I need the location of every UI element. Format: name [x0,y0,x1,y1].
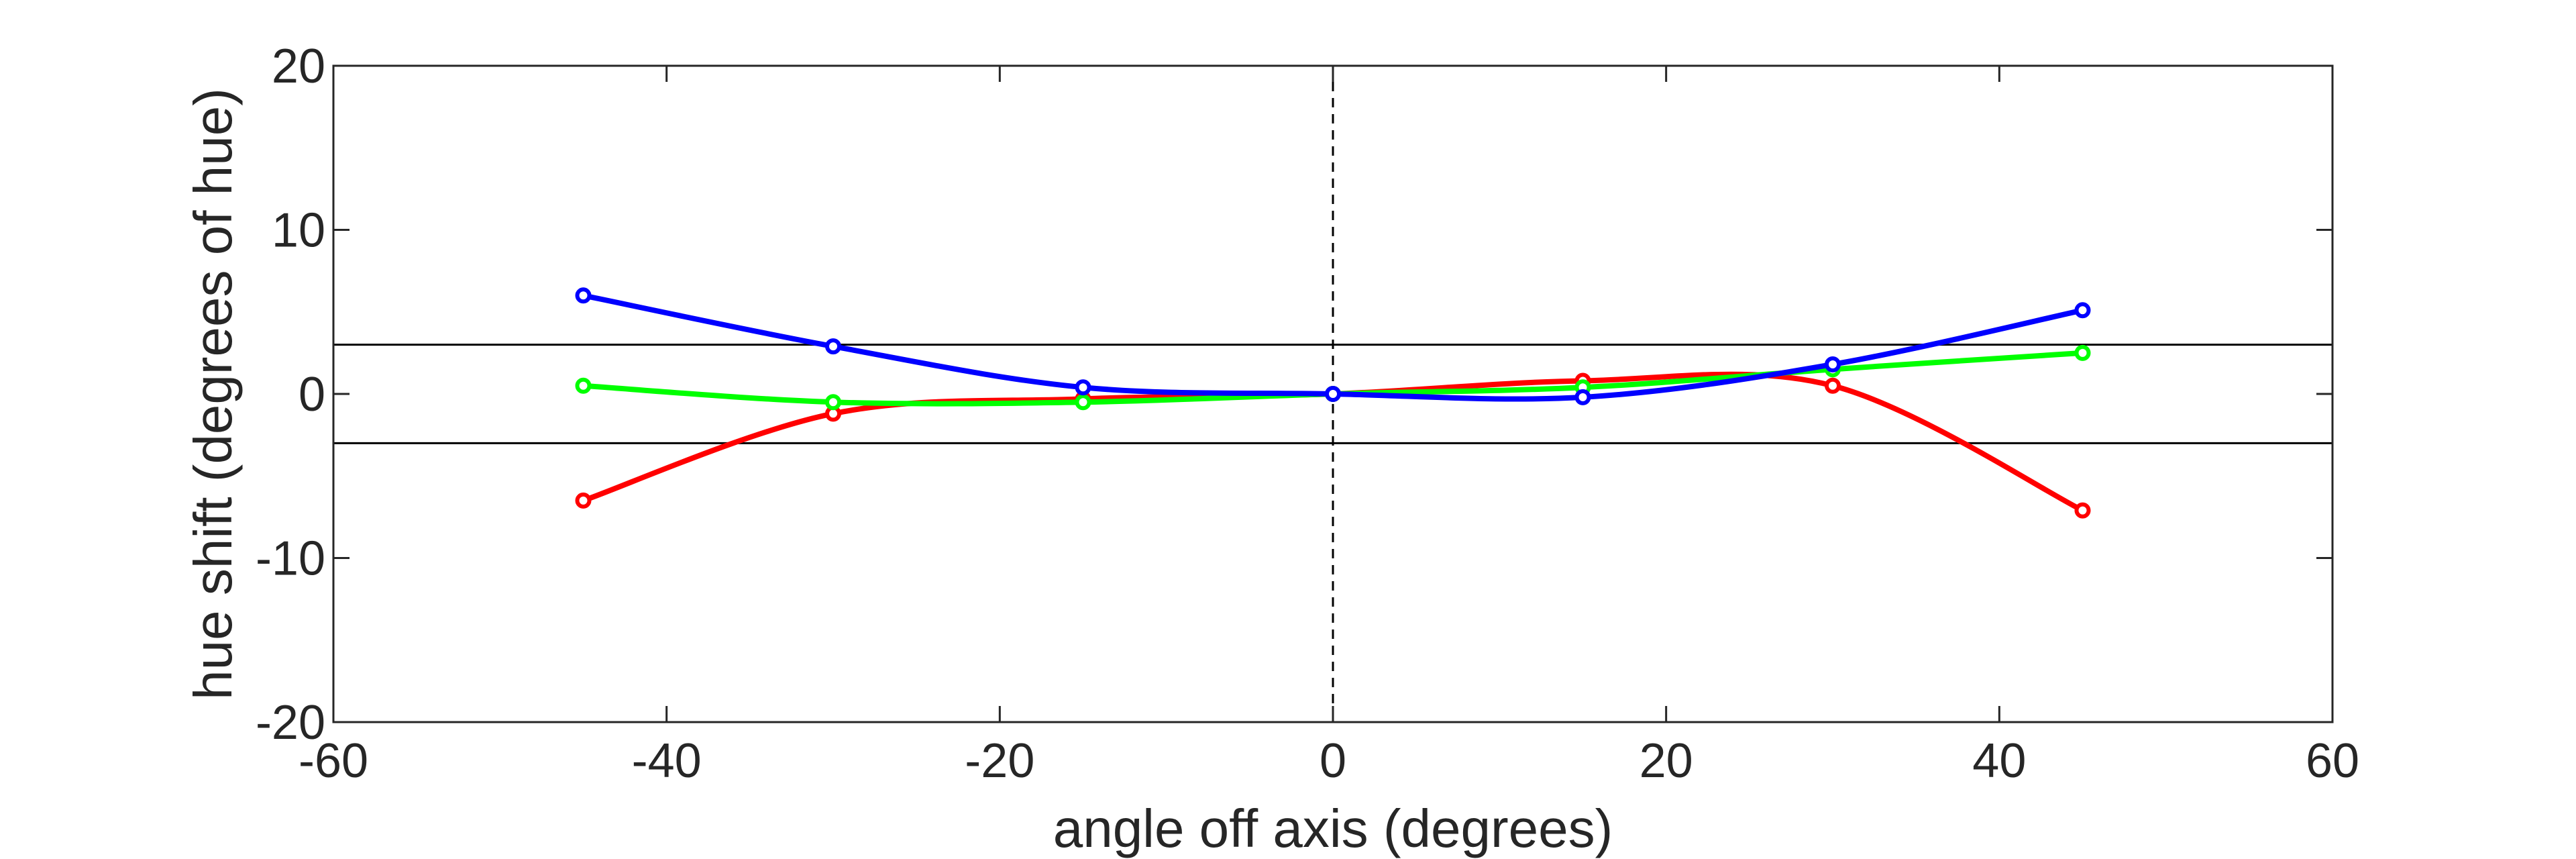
data-point [575,377,592,394]
data-point [575,492,592,509]
data-point [1825,356,1841,372]
data-point [825,338,841,355]
y-tick-label: 20 [272,40,325,93]
data-point [825,394,841,411]
y-tick-label: 10 [272,204,325,258]
y-axis: -20 -10 0 10 20 [256,40,2332,750]
data-point [1075,394,1091,411]
x-tick-label: 20 [1640,734,1693,788]
x-axis-label: angle off axis (degrees) [1053,799,1613,858]
y-tick-label: -10 [256,532,325,586]
x-tick-label: 60 [2306,734,2359,788]
data-point [1325,386,1341,402]
x-tick-label: 0 [1320,734,1346,788]
series-layer [575,287,2091,519]
y-tick-label: -20 [256,696,325,750]
y-axis-label: hue shift (degrees of hue) [183,88,243,700]
data-point [1075,379,1091,396]
data-point [1574,389,1591,405]
data-point [575,287,592,304]
x-tick-label: -20 [965,734,1034,788]
x-tick-label: 40 [1972,734,2026,788]
data-point [2074,502,2091,519]
data-point [2074,302,2091,319]
series-2 [575,287,2091,405]
x-tick-label: -40 [632,734,702,788]
x-tick-label: -60 [299,734,368,788]
data-point [1825,377,1841,394]
y-tick-label: 0 [299,368,325,421]
x-axis: -60 -40 -20 0 20 40 60 [299,66,2359,788]
data-point [2074,344,2091,361]
